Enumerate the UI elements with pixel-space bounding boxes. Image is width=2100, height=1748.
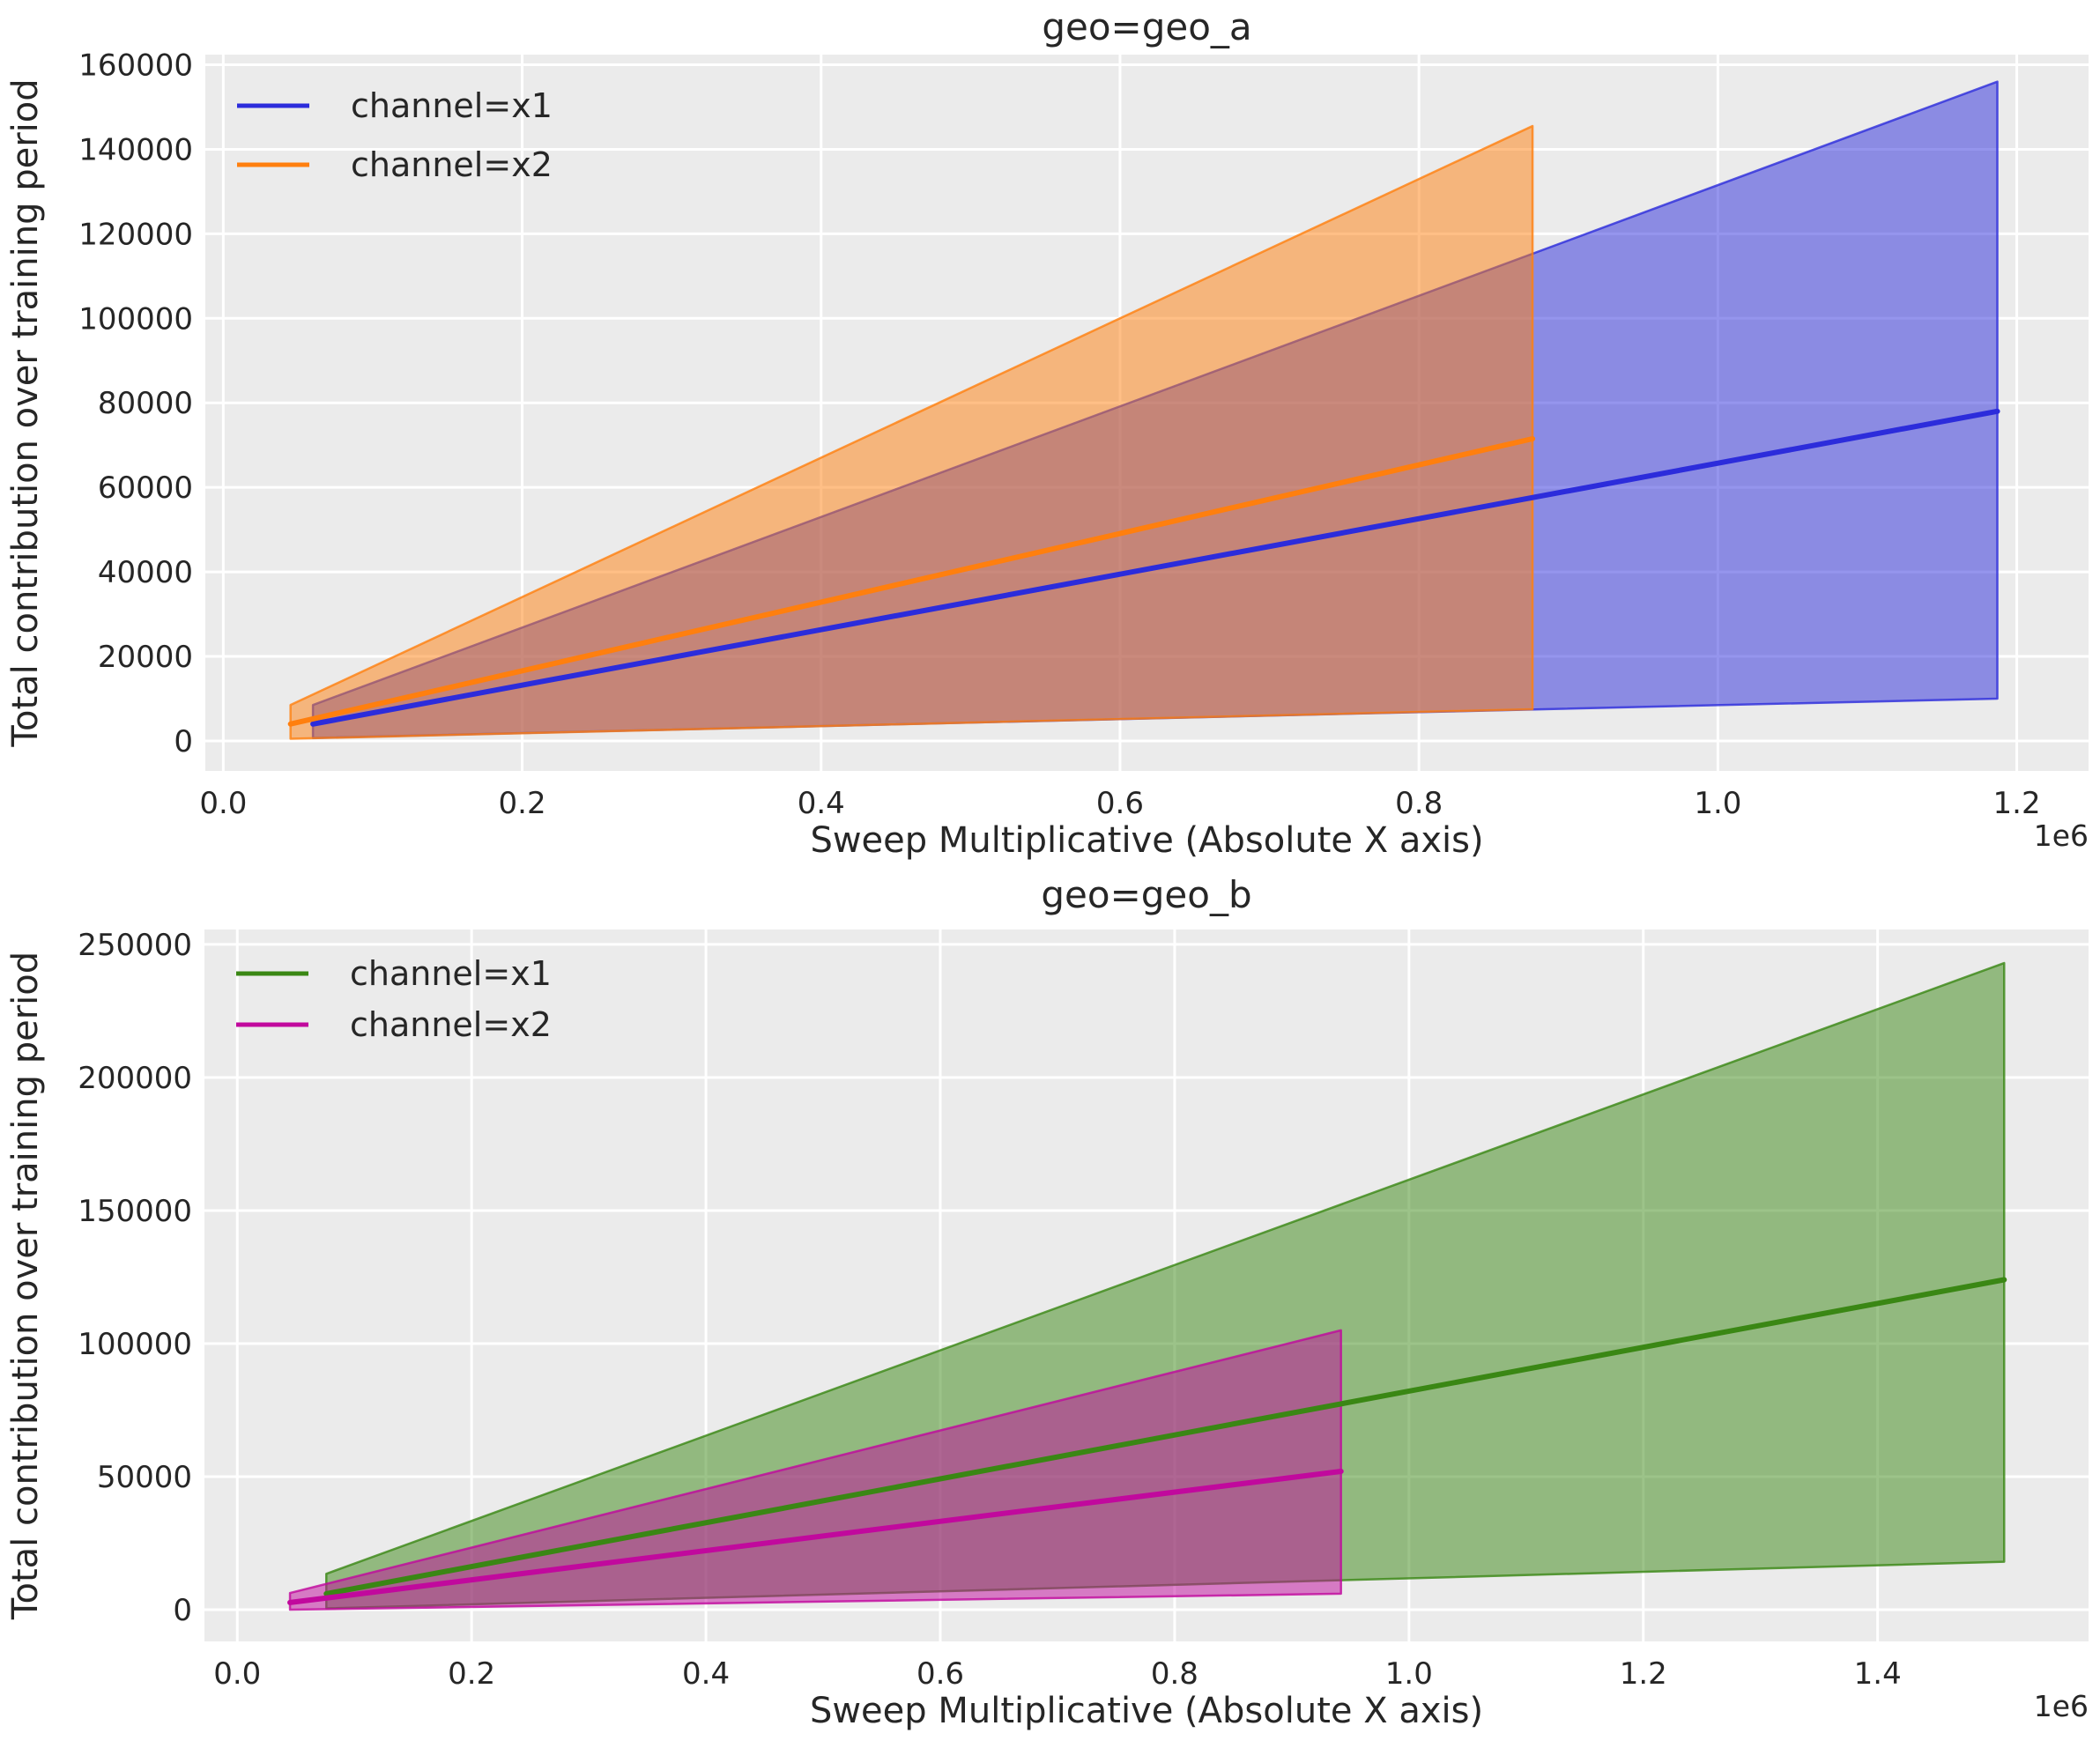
x-tick-label: 0.6 (1096, 786, 1144, 821)
x-tick-label: 0.4 (682, 1656, 730, 1692)
x-tick-label: 0.8 (1395, 786, 1443, 821)
x-axis-offset-label: 1e6 (2034, 818, 2089, 853)
legend-item-channel-x1: channel=x1 (237, 86, 553, 125)
line-channel-x1 (323, 1277, 2007, 1596)
legend-item-channel-x1: channel=x1 (236, 954, 552, 993)
chart-geo-a: 0.0 0.2 0.4 0.6 0.8 1.0 1.2 0 20000 40000 60000 800… (5, 5, 2089, 861)
x-tick-label: 1.0 (1385, 1656, 1433, 1692)
legend: channel=x1 channel=x2 (236, 954, 552, 1044)
y-tick-label: 0 (173, 1593, 192, 1628)
x-tick-label: 1.0 (1694, 786, 1741, 821)
y-tick-label: 100000 (78, 301, 193, 337)
y-tick-label: 140000 (78, 132, 193, 167)
line-channel-x1 (310, 408, 2000, 727)
y-tick-label: 250000 (78, 928, 192, 963)
x-tick-label: 0.0 (199, 786, 247, 821)
x-tick-label: 1.4 (1854, 1656, 1902, 1692)
x-tick-label: 1.2 (1620, 1656, 1667, 1692)
x-tick-label: 0.2 (448, 1656, 495, 1692)
legend-label: channel=x2 (351, 145, 553, 184)
line-channel-x2 (287, 1468, 1344, 1605)
x-tick-label: 0.2 (499, 786, 546, 821)
y-tick-label: 20000 (98, 640, 193, 675)
band-channel-x2 (289, 124, 1534, 740)
y-axis-label: Total contribution over training period (5, 78, 46, 747)
x-axis-label: Sweep Multiplicative (Absolute X axis) (810, 820, 1483, 861)
y-tick-label: 60000 (98, 470, 193, 506)
legend-item-channel-x2: channel=x2 (237, 145, 553, 184)
legend-label: channel=x1 (350, 954, 552, 993)
y-tick-label: 200000 (78, 1061, 192, 1096)
legend: channel=x1 channel=x2 (237, 86, 553, 184)
x-tick-label: 0.0 (213, 1656, 261, 1692)
y-tick-label: 100000 (78, 1327, 192, 1362)
x-axis-label: Sweep Multiplicative (Absolute X axis) (810, 1691, 1483, 1731)
x-tick-label: 1.2 (1993, 786, 2041, 821)
x-axis-offset-label: 1e6 (2034, 1689, 2089, 1723)
x-tick-label: 0.8 (1151, 1656, 1198, 1692)
y-tick-label: 120000 (78, 217, 193, 252)
chart-title: geo=geo_a (1042, 5, 1251, 48)
chart-geo-b: 0.0 0.2 0.4 0.6 0.8 1.0 1.2 1.4 0 50000 100000 1500… (5, 873, 2089, 1731)
y-tick-label: 0 (174, 724, 193, 759)
y-tick-label: 150000 (78, 1194, 192, 1229)
y-tick-label: 160000 (78, 48, 193, 84)
x-tick-label: 0.6 (916, 1656, 964, 1692)
legend-item-channel-x2: channel=x2 (236, 1005, 552, 1044)
y-tick-label: 50000 (97, 1460, 192, 1495)
legend-label: channel=x2 (350, 1005, 552, 1044)
legend-label: channel=x1 (351, 86, 553, 125)
y-tick-label: 40000 (98, 555, 193, 590)
chart-title: geo=geo_b (1041, 873, 1251, 916)
y-axis-label: Total contribution over training period (5, 952, 46, 1620)
line-channel-x2 (287, 435, 1536, 727)
x-tick-label: 0.4 (798, 786, 845, 821)
y-tick-label: 80000 (98, 386, 193, 421)
